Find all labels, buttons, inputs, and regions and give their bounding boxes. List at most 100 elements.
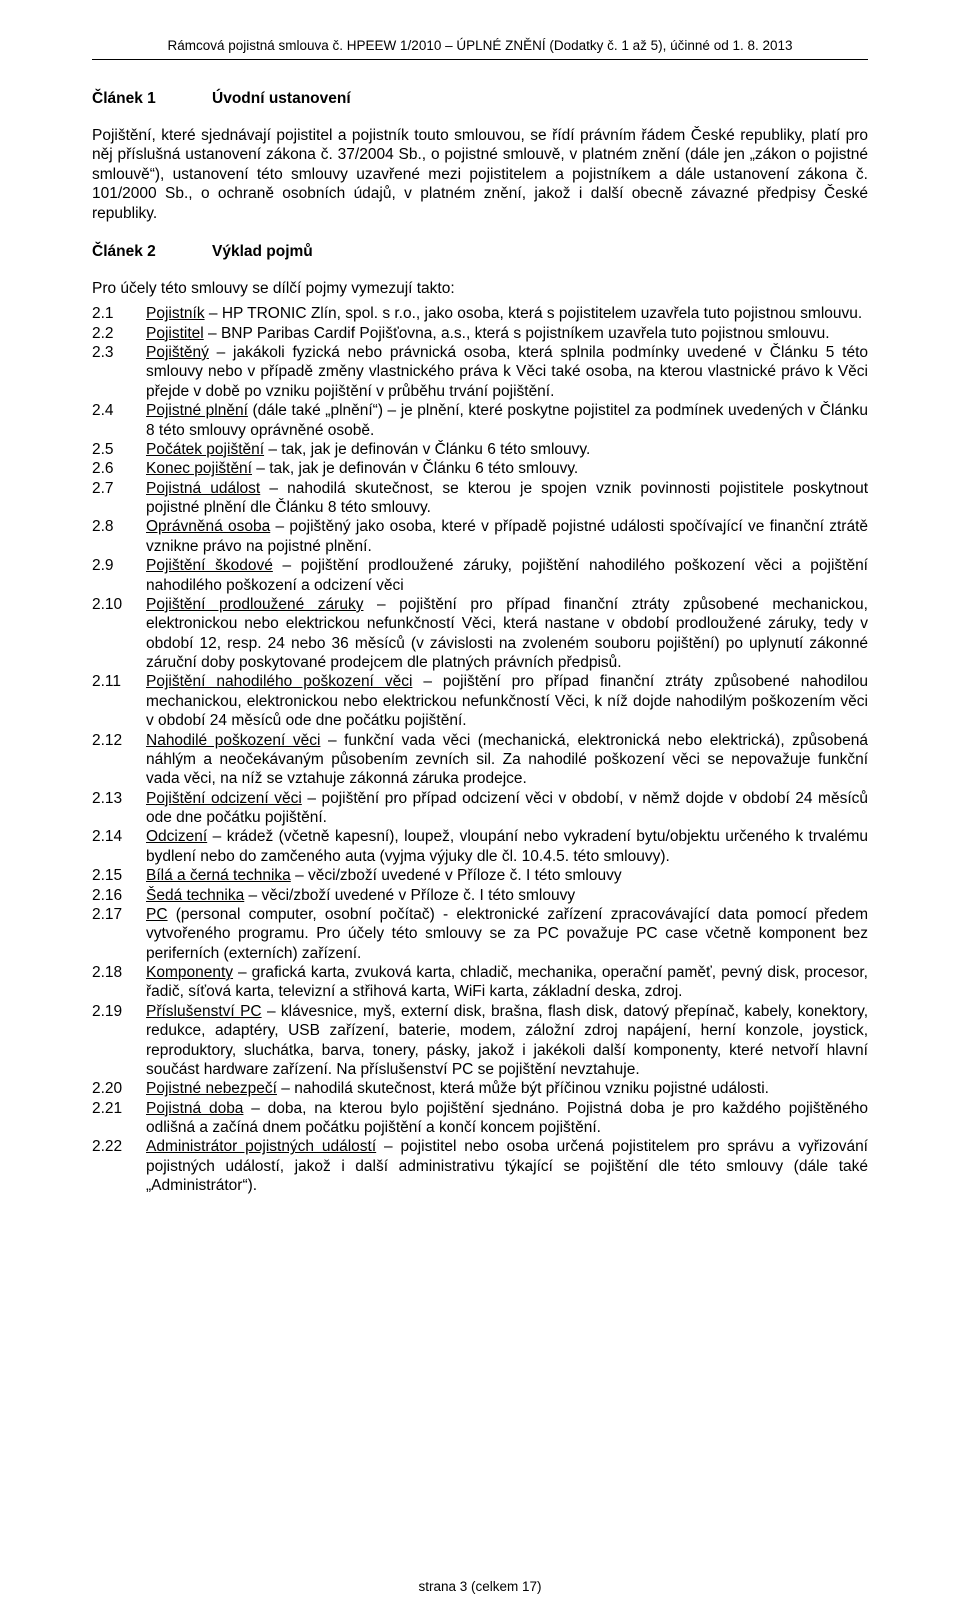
definition-item: 2.21Pojistná doba – doba, na kterou bylo… xyxy=(92,1099,868,1138)
definition-number: 2.14 xyxy=(92,827,146,846)
definition-number: 2.18 xyxy=(92,963,146,982)
definition-item: 2.5Počátek pojištění – tak, jak je defin… xyxy=(92,440,868,459)
article-1-text: Pojištění, které sjednávají pojistitel a… xyxy=(92,126,868,223)
definition-term: Bílá a černá technika xyxy=(146,867,291,884)
definition-item: 2.4Pojistné plnění (dále také „plnění“) … xyxy=(92,401,868,440)
definition-text: Komponenty – grafická karta, zvuková kar… xyxy=(146,963,868,1002)
definition-body: – krádež (včetně kapesní), loupež, vloup… xyxy=(146,828,868,864)
definition-term: Příslušenství PC xyxy=(146,1003,262,1020)
definition-item: 2.18Komponenty – grafická karta, zvuková… xyxy=(92,963,868,1002)
article-1-title: Úvodní ustanovení xyxy=(212,90,868,108)
definition-number: 2.3 xyxy=(92,343,146,362)
definition-item: 2.10Pojištění prodloužené záruky – pojiš… xyxy=(92,595,868,673)
definition-item: 2.14Odcizení – krádež (včetně kapesní), … xyxy=(92,827,868,866)
definition-body: – tak, jak je definován v Článku 6 této … xyxy=(264,441,590,458)
definition-term: Pojištěný xyxy=(146,344,209,361)
definition-text: Pojištění nahodilého poškození věci – po… xyxy=(146,672,868,730)
page-footer: strana 3 (celkem 17) xyxy=(0,1579,960,1594)
definition-number: 2.9 xyxy=(92,556,146,575)
definition-number: 2.12 xyxy=(92,731,146,750)
definition-body: – BNP Paribas Cardif Pojišťovna, a.s., k… xyxy=(204,325,830,342)
definition-term: Nahodilé poškození věci xyxy=(146,732,320,749)
definition-number: 2.17 xyxy=(92,905,146,924)
article-2-number: Článek 2 xyxy=(92,243,212,261)
definitions-list: 2.1Pojistník – HP TRONIC Zlín, spol. s r… xyxy=(92,304,868,1195)
definition-text: PC (personal computer, osobní počítač) -… xyxy=(146,905,868,963)
definition-term: Počátek pojištění xyxy=(146,441,264,458)
definition-term: Pojistné plnění xyxy=(146,402,248,419)
definition-text: Pojistné plnění (dále také „plnění“) – j… xyxy=(146,401,868,440)
definition-text: Nahodilé poškození věci – funkční vada v… xyxy=(146,731,868,789)
definition-number: 2.7 xyxy=(92,479,146,498)
article-1-number: Článek 1 xyxy=(92,90,212,108)
definition-body: – věci/zboží uvedené v Příloze č. I této… xyxy=(291,867,622,884)
definition-text: Pojistná událost – nahodilá skutečnost, … xyxy=(146,479,868,518)
definition-number: 2.13 xyxy=(92,789,146,808)
definition-item: 2.17PC (personal computer, osobní počíta… xyxy=(92,905,868,963)
definition-text: Šedá technika – věci/zboží uvedené v Pří… xyxy=(146,886,868,905)
definition-text: Bílá a černá technika – věci/zboží uvede… xyxy=(146,866,868,885)
definition-body: – věci/zboží uvedené v Příloze č. I této… xyxy=(244,887,575,904)
definition-text: Pojistitel – BNP Paribas Cardif Pojišťov… xyxy=(146,324,868,343)
definition-item: 2.22Administrátor pojistných událostí – … xyxy=(92,1137,868,1195)
definition-number: 2.16 xyxy=(92,886,146,905)
definition-term: Pojištění nahodilého poškození věci xyxy=(146,673,412,690)
definition-text: Administrátor pojistných událostí – poji… xyxy=(146,1137,868,1195)
definition-number: 2.10 xyxy=(92,595,146,614)
definition-text: Počátek pojištění – tak, jak je definová… xyxy=(146,440,868,459)
definition-term: Pojistitel xyxy=(146,325,204,342)
definition-body: – HP TRONIC Zlín, spol. s r.o., jako oso… xyxy=(205,305,863,322)
definition-body: – grafická karta, zvuková karta, chladič… xyxy=(146,964,868,1000)
definition-item: 2.1Pojistník – HP TRONIC Zlín, spol. s r… xyxy=(92,304,868,323)
definition-term: PC xyxy=(146,906,168,923)
definition-item: 2.16Šedá technika – věci/zboží uvedené v… xyxy=(92,886,868,905)
definition-item: 2.13Pojištění odcizení věci – pojištění … xyxy=(92,789,868,828)
document-page: Rámcová pojistná smlouva č. HPEEW 1/2010… xyxy=(0,0,960,1622)
definition-number: 2.11 xyxy=(92,672,146,691)
definition-number: 2.20 xyxy=(92,1079,146,1098)
definition-body: – tak, jak je definován v Článku 6 této … xyxy=(252,460,578,477)
definition-number: 2.22 xyxy=(92,1137,146,1156)
definition-item: 2.7Pojistná událost – nahodilá skutečnos… xyxy=(92,479,868,518)
definition-item: 2.6Konec pojištění – tak, jak je definov… xyxy=(92,459,868,478)
definition-number: 2.1 xyxy=(92,304,146,323)
definition-text: Příslušenství PC – klávesnice, myš, exte… xyxy=(146,1002,868,1080)
definition-item: 2.3Pojištěný – jakákoli fyzická nebo prá… xyxy=(92,343,868,401)
definition-term: Oprávněná osoba xyxy=(146,518,270,535)
definition-number: 2.15 xyxy=(92,866,146,885)
definition-item: 2.8Oprávněná osoba – pojištěný jako osob… xyxy=(92,517,868,556)
definition-term: Pojistné nebezpečí xyxy=(146,1080,277,1097)
definition-term: Odcizení xyxy=(146,828,207,845)
definition-number: 2.6 xyxy=(92,459,146,478)
definition-text: Pojištění prodloužené záruky – pojištění… xyxy=(146,595,868,673)
definition-item: 2.11Pojištění nahodilého poškození věci … xyxy=(92,672,868,730)
definition-text: Pojištění odcizení věci – pojištění pro … xyxy=(146,789,868,828)
definition-text: Oprávněná osoba – pojištěný jako osoba, … xyxy=(146,517,868,556)
definition-term: Pojistník xyxy=(146,305,205,322)
definition-text: Konec pojištění – tak, jak je definován … xyxy=(146,459,868,478)
definition-item: 2.9Pojištění škodové – pojištění prodlou… xyxy=(92,556,868,595)
definition-text: Pojistná doba – doba, na kterou bylo poj… xyxy=(146,1099,868,1138)
definition-text: Pojistné nebezpečí – nahodilá skutečnost… xyxy=(146,1079,868,1098)
article-2-heading: Článek 2 Výklad pojmů xyxy=(92,243,868,261)
definition-term: Administrátor pojistných událostí xyxy=(146,1138,376,1155)
page-header: Rámcová pojistná smlouva č. HPEEW 1/2010… xyxy=(92,38,868,53)
article-1-heading: Článek 1 Úvodní ustanovení xyxy=(92,90,868,108)
definition-number: 2.4 xyxy=(92,401,146,420)
definition-term: Pojištění prodloužené záruky xyxy=(146,596,363,613)
definition-term: Konec pojištění xyxy=(146,460,252,477)
definition-text: Pojistník – HP TRONIC Zlín, spol. s r.o.… xyxy=(146,304,868,323)
definition-text: Pojištění škodové – pojištění prodloužen… xyxy=(146,556,868,595)
definition-number: 2.5 xyxy=(92,440,146,459)
definition-item: 2.12Nahodilé poškození věci – funkční va… xyxy=(92,731,868,789)
definition-term: Pojištění škodové xyxy=(146,557,273,574)
definition-text: Odcizení – krádež (včetně kapesní), loup… xyxy=(146,827,868,866)
definition-item: 2.19Příslušenství PC – klávesnice, myš, … xyxy=(92,1002,868,1080)
article-2-intro: Pro účely této smlouvy se dílčí pojmy vy… xyxy=(92,279,868,298)
header-rule xyxy=(92,59,868,60)
definition-number: 2.2 xyxy=(92,324,146,343)
definition-number: 2.21 xyxy=(92,1099,146,1118)
definition-term: Pojistná událost xyxy=(146,480,260,497)
definition-body: – jakákoli fyzická nebo právnická osoba,… xyxy=(146,344,868,400)
definition-number: 2.19 xyxy=(92,1002,146,1021)
